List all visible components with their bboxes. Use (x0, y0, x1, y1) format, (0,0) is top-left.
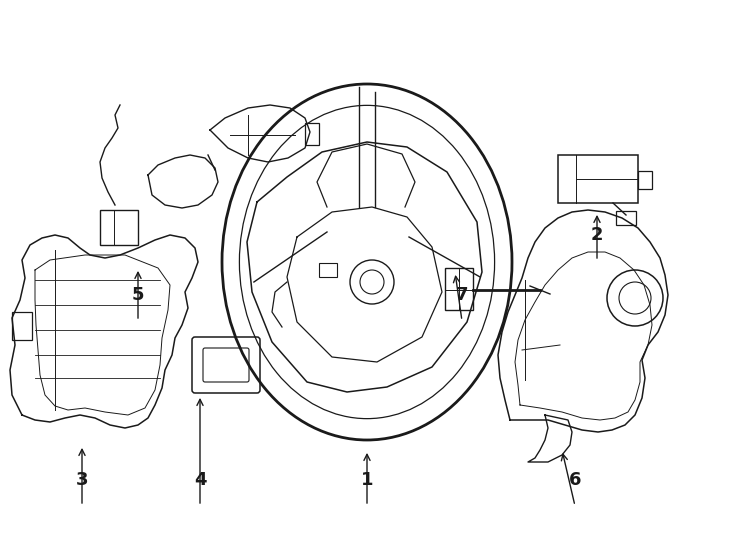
Bar (445, 268, 473, 310)
Bar (12, 312, 32, 340)
Text: 1: 1 (360, 471, 374, 489)
Bar (305, 123, 319, 145)
Bar (100, 210, 138, 245)
Bar (558, 155, 638, 203)
Text: 5: 5 (131, 286, 145, 304)
Text: 3: 3 (76, 471, 88, 489)
Text: 2: 2 (591, 226, 603, 244)
Text: 6: 6 (569, 471, 581, 489)
Bar (638, 171, 652, 188)
Text: 4: 4 (194, 471, 206, 489)
Text: 7: 7 (456, 286, 468, 304)
Bar (616, 211, 636, 225)
